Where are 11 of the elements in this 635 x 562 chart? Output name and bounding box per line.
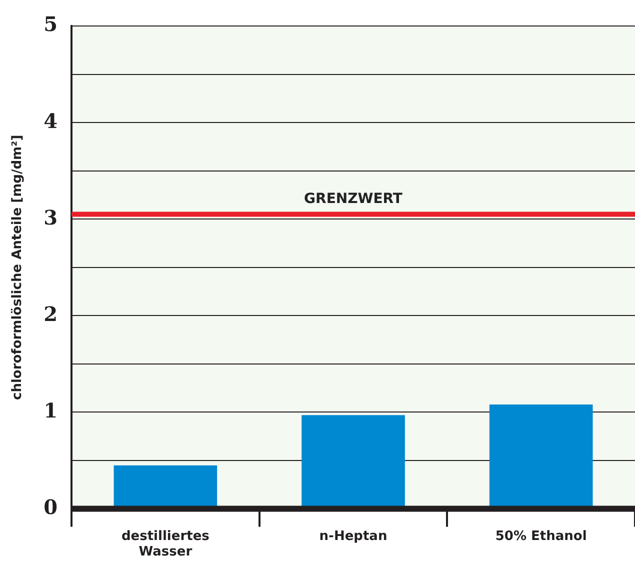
y-tick-label: 2 [44,302,58,326]
x-tick-label: n-Heptan [319,528,388,544]
y-tick-label: 4 [44,108,58,133]
y-axis-title: chloroformlösliche Anteile [mg/dm²] [10,134,26,400]
ref-line-label: GRENZWERT [304,190,403,207]
y-tick-label: 0 [44,495,58,520]
y-tick-label: 1 [44,398,58,422]
y-tick-label: 3 [44,205,58,230]
x-tick-label: 50% Ethanol [495,528,587,544]
y-tick-label: 5 [44,12,58,36]
x-tick-label: destilliertes Wasser [121,528,210,560]
